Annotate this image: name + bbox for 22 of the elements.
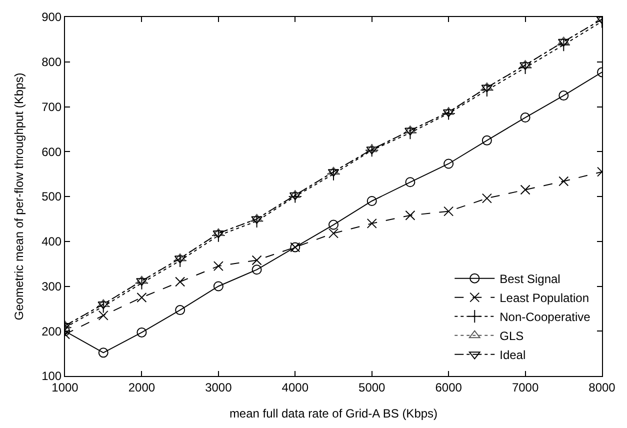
y-tick-label: 700 bbox=[42, 100, 62, 114]
y-tick-label: 900 bbox=[42, 10, 62, 24]
y-tick-label: 800 bbox=[42, 55, 62, 70]
y-tick-label: 300 bbox=[42, 279, 62, 294]
legend-label: Best Signal bbox=[500, 272, 560, 286]
legend-label: Least Population bbox=[500, 291, 590, 305]
x-axis-title: mean full data rate of Grid-A BS (Kbps) bbox=[229, 406, 438, 420]
x-tick-label: 6000 bbox=[435, 380, 462, 394]
legend-label: Non-Cooperative bbox=[500, 310, 591, 324]
y-tick-label: 200 bbox=[42, 324, 62, 338]
x-tick-label: 7000 bbox=[512, 380, 539, 394]
x-tick-label: 8000 bbox=[588, 380, 616, 394]
x-tick-label: 3000 bbox=[205, 380, 232, 394]
y-tick-label: 600 bbox=[42, 144, 62, 159]
y-tick-label: 400 bbox=[42, 234, 62, 249]
y-axis-title: Geometric mean of per-flow throughput (Kbps) bbox=[12, 72, 26, 320]
x-tick-label: 4000 bbox=[282, 380, 309, 394]
legend-label: Ideal bbox=[500, 348, 526, 362]
legend-label: GLS bbox=[500, 329, 524, 343]
y-tick-label: 500 bbox=[42, 190, 62, 204]
x-tick-label: 5000 bbox=[358, 380, 386, 394]
x-tick-label: 2000 bbox=[128, 380, 156, 394]
